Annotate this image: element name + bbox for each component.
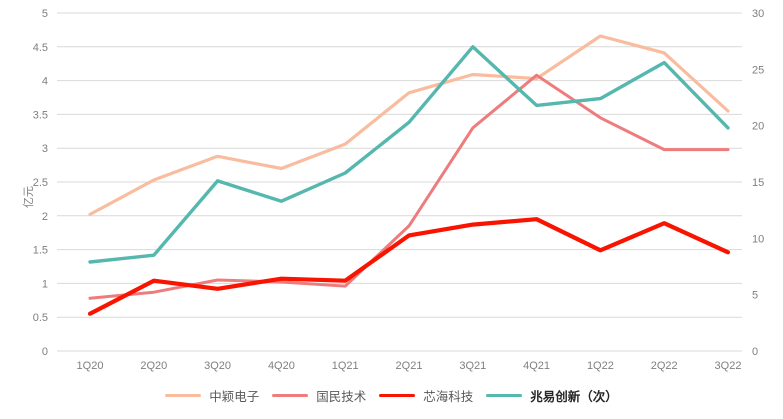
legend-label-0: 中颖电子 — [209, 390, 260, 404]
right-axis-tick-label: 0 — [752, 346, 758, 358]
legend-item-1: 国民技术 — [272, 386, 366, 405]
left-axis-tick-label: 2.5 — [33, 177, 48, 189]
left-axis-tick-label: 4 — [42, 76, 48, 88]
x-axis-tick-label: 1Q21 — [332, 360, 359, 372]
x-axis-tick-label: 3Q22 — [715, 360, 742, 372]
right-axis-tick-label: 25 — [752, 64, 764, 76]
legend-label-2: 芯海科技 — [423, 390, 474, 404]
left-axis-title: 亿元 — [23, 186, 35, 208]
left-axis-tick-label: 3.5 — [33, 109, 48, 121]
series-line-2 — [87, 217, 731, 316]
series-line-0 — [88, 34, 730, 216]
chart-legend: 中颖电子 国民技术 芯海科技 兆易创新（次） — [0, 386, 783, 405]
legend-label-1: 国民技术 — [316, 390, 367, 404]
right-axis-tick-label: 20 — [752, 121, 764, 133]
legend-item-2: 芯海科技 — [379, 386, 473, 405]
series-line-1 — [88, 73, 730, 300]
left-axis-tick-label: 1 — [42, 278, 48, 290]
x-axis-tick-label: 4Q21 — [523, 360, 550, 372]
legend-item-3: 兆易创新（次） — [486, 386, 618, 405]
x-axis-tick-label: 4Q20 — [268, 360, 295, 372]
left-axis-tick-label: 1.5 — [33, 245, 48, 257]
legend-item-0: 中颖电子 — [165, 386, 259, 405]
legend-swatch-3 — [486, 394, 523, 397]
x-axis-tick-label: 3Q21 — [459, 360, 486, 372]
right-axis-tick-label: 10 — [752, 233, 764, 245]
right-axis-tick-label: 15 — [752, 177, 764, 189]
x-axis-tick-label: 2Q22 — [651, 360, 678, 372]
legend-label-3: 兆易创新（次） — [530, 390, 618, 404]
left-axis-tick-label: 4.5 — [33, 42, 48, 54]
left-axis-tick-label: 0 — [42, 346, 48, 358]
x-axis-tick-label: 1Q22 — [587, 360, 614, 372]
right-axis-tick-label: 5 — [752, 290, 758, 302]
left-axis-tick-label: 2 — [42, 211, 48, 223]
x-axis-tick-label: 1Q20 — [77, 360, 104, 372]
left-axis-tick-label: 5 — [42, 8, 48, 20]
x-axis-tick-label: 2Q20 — [140, 360, 167, 372]
left-axis-tick-label: 0.5 — [33, 312, 48, 324]
left-axis-tick-label: 3 — [42, 143, 48, 155]
x-axis-tick-label: 2Q21 — [396, 360, 423, 372]
right-axis-tick-label: 30 — [752, 8, 764, 20]
legend-swatch-2 — [379, 393, 416, 398]
x-axis-tick-label: 3Q20 — [204, 360, 231, 372]
legend-swatch-0 — [165, 394, 202, 397]
legend-swatch-1 — [272, 394, 309, 397]
series-line-3 — [88, 45, 730, 264]
